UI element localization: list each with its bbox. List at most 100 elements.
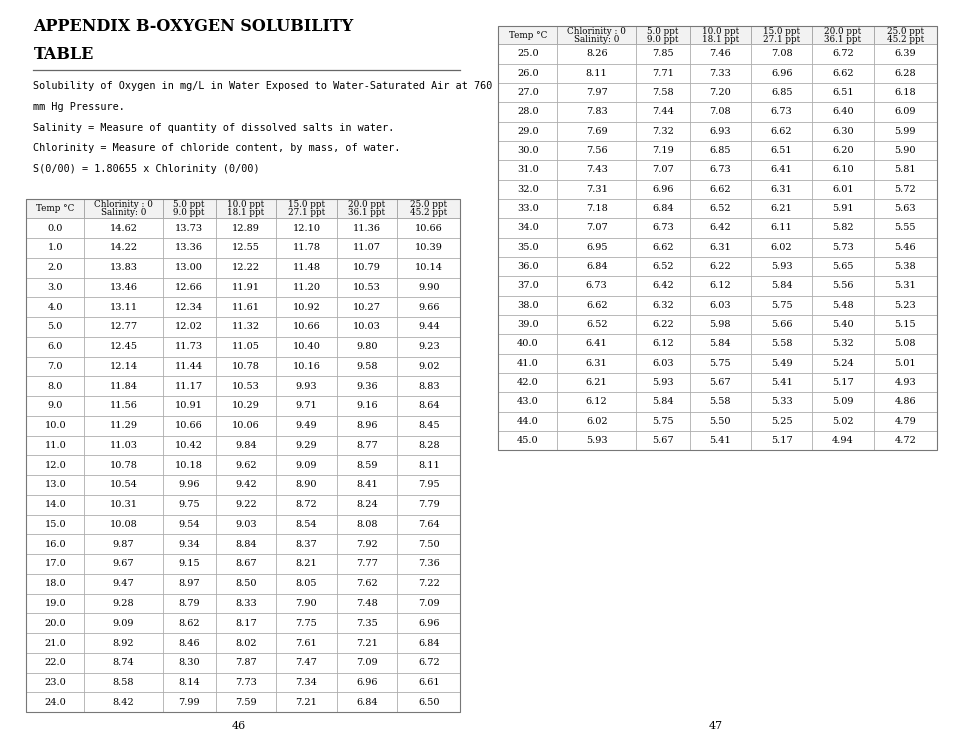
Bar xyxy=(275,672,336,692)
Text: 2.0: 2.0 xyxy=(48,263,63,272)
Text: 5.84: 5.84 xyxy=(652,397,673,407)
Text: 7.08: 7.08 xyxy=(709,108,731,117)
Bar xyxy=(396,277,459,297)
Text: 7.79: 7.79 xyxy=(417,500,439,509)
Text: 7.46: 7.46 xyxy=(709,49,731,58)
Text: 9.36: 9.36 xyxy=(355,382,377,390)
Text: 11.17: 11.17 xyxy=(174,382,203,390)
Bar xyxy=(750,276,811,295)
Bar xyxy=(162,199,215,218)
Text: 7.32: 7.32 xyxy=(652,127,673,136)
Text: 6.85: 6.85 xyxy=(709,146,730,155)
Bar xyxy=(636,44,689,63)
Text: 6.62: 6.62 xyxy=(585,300,607,310)
Text: 6.22: 6.22 xyxy=(652,320,673,329)
Bar xyxy=(750,179,811,199)
Text: 6.31: 6.31 xyxy=(585,359,607,368)
Bar xyxy=(26,455,84,475)
Bar xyxy=(26,277,84,297)
Text: 10.27: 10.27 xyxy=(353,303,380,311)
Text: 8.26: 8.26 xyxy=(585,49,607,58)
Bar xyxy=(336,593,396,613)
Text: 3.0: 3.0 xyxy=(48,283,63,292)
Bar xyxy=(275,376,336,396)
Bar xyxy=(162,574,215,593)
Bar xyxy=(26,514,84,534)
Bar xyxy=(26,475,84,495)
Text: 9.09: 9.09 xyxy=(295,461,316,469)
Bar xyxy=(396,337,459,356)
Text: 44.0: 44.0 xyxy=(517,417,538,426)
Text: 5.48: 5.48 xyxy=(831,300,853,310)
Text: 6.85: 6.85 xyxy=(770,88,792,97)
Bar xyxy=(873,199,936,218)
Bar xyxy=(497,257,557,276)
Bar xyxy=(636,276,689,295)
Bar xyxy=(873,315,936,334)
Text: 12.02: 12.02 xyxy=(174,323,203,331)
Bar xyxy=(557,334,636,354)
Bar xyxy=(636,63,689,83)
Text: 8.74: 8.74 xyxy=(112,658,134,667)
Bar xyxy=(557,354,636,373)
Text: 9.58: 9.58 xyxy=(355,362,377,371)
Text: 8.42: 8.42 xyxy=(112,698,134,707)
Text: 4.93: 4.93 xyxy=(894,378,915,387)
Bar xyxy=(873,160,936,179)
Text: 6.41: 6.41 xyxy=(585,339,607,348)
Text: 7.92: 7.92 xyxy=(355,539,377,549)
Bar xyxy=(396,199,459,218)
Text: 8.11: 8.11 xyxy=(585,69,607,77)
Text: 5.67: 5.67 xyxy=(652,436,673,445)
Bar xyxy=(84,337,162,356)
Bar xyxy=(689,412,750,431)
Bar xyxy=(811,276,873,295)
Bar xyxy=(275,435,336,455)
Text: 9.87: 9.87 xyxy=(112,539,134,549)
Text: 8.14: 8.14 xyxy=(178,678,200,687)
Bar xyxy=(557,392,636,412)
Bar xyxy=(26,653,84,672)
Text: 46: 46 xyxy=(232,720,245,731)
Text: 15.0 ppt: 15.0 ppt xyxy=(288,201,325,210)
Bar xyxy=(636,238,689,257)
Text: 8.59: 8.59 xyxy=(355,461,377,469)
Text: 7.48: 7.48 xyxy=(355,599,377,608)
Bar xyxy=(162,415,215,435)
Bar xyxy=(396,238,459,258)
Bar xyxy=(873,238,936,257)
Text: 6.22: 6.22 xyxy=(709,262,731,271)
Text: 8.90: 8.90 xyxy=(295,480,316,489)
Text: 36.1 ppt: 36.1 ppt xyxy=(348,208,385,218)
Bar xyxy=(26,317,84,337)
Bar xyxy=(162,238,215,258)
Text: 12.66: 12.66 xyxy=(175,283,203,292)
Text: 6.20: 6.20 xyxy=(831,146,853,155)
Text: 5.33: 5.33 xyxy=(770,397,792,407)
Text: 6.03: 6.03 xyxy=(709,300,731,310)
Text: 5.55: 5.55 xyxy=(894,224,915,232)
Text: 5.93: 5.93 xyxy=(585,436,607,445)
Text: 5.93: 5.93 xyxy=(770,262,792,271)
Text: 9.34: 9.34 xyxy=(178,539,200,549)
Bar xyxy=(689,315,750,334)
Text: 9.15: 9.15 xyxy=(178,559,199,568)
Text: 13.73: 13.73 xyxy=(174,224,203,232)
Text: 13.0: 13.0 xyxy=(45,480,66,489)
Text: 5.75: 5.75 xyxy=(770,300,792,310)
Text: 5.90: 5.90 xyxy=(894,146,915,155)
Bar xyxy=(215,337,275,356)
Bar xyxy=(689,218,750,238)
Text: 6.42: 6.42 xyxy=(652,281,673,290)
Text: 6.01: 6.01 xyxy=(831,184,853,194)
Bar xyxy=(396,514,459,534)
Bar xyxy=(396,455,459,475)
Bar xyxy=(215,455,275,475)
Bar xyxy=(396,495,459,514)
Bar xyxy=(162,653,215,672)
Bar xyxy=(215,534,275,554)
Bar xyxy=(689,141,750,160)
Text: 11.32: 11.32 xyxy=(232,323,259,331)
Text: 8.08: 8.08 xyxy=(355,520,377,529)
Text: 35.0: 35.0 xyxy=(517,243,538,252)
